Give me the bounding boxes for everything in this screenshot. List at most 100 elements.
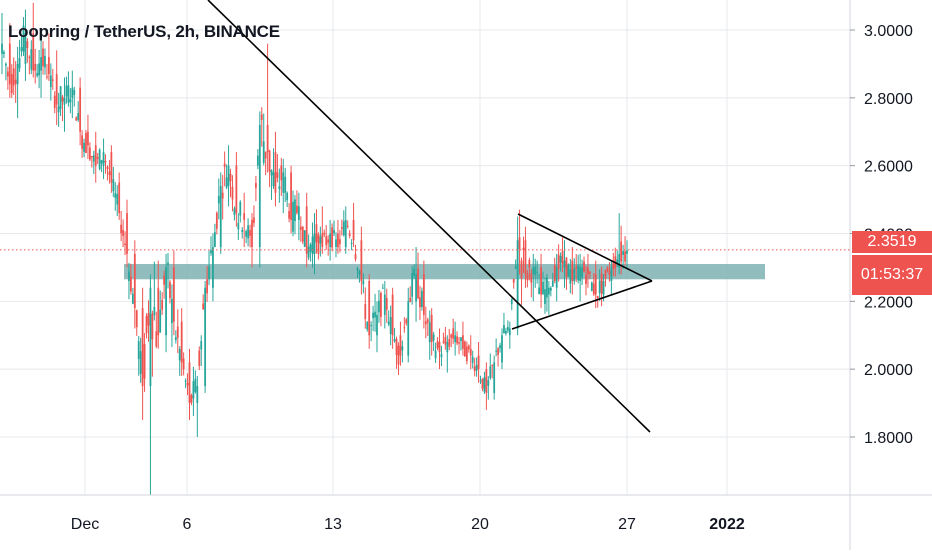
candle[interactable] (120, 211, 123, 242)
candle[interactable] (237, 213, 240, 240)
candle[interactable] (165, 253, 167, 353)
candle[interactable] (581, 259, 583, 286)
candle[interactable] (213, 223, 216, 248)
candle[interactable] (501, 328, 503, 370)
candle[interactable] (403, 317, 406, 333)
candle[interactable] (268, 149, 271, 188)
candle[interactable] (174, 330, 177, 344)
candle[interactable] (100, 159, 103, 173)
candle[interactable] (51, 68, 54, 90)
candle[interactable] (192, 366, 195, 417)
candle[interactable] (583, 256, 585, 273)
candle[interactable] (413, 264, 416, 279)
candle[interactable] (346, 220, 349, 229)
candle[interactable] (422, 260, 425, 329)
candle[interactable] (479, 375, 482, 384)
candle[interactable] (282, 158, 285, 214)
candle[interactable] (176, 309, 179, 354)
candle[interactable] (415, 247, 417, 322)
candle[interactable] (405, 317, 408, 326)
candle[interactable] (141, 287, 144, 421)
candle[interactable] (434, 342, 437, 364)
candle[interactable] (481, 378, 484, 392)
candle[interactable] (87, 114, 89, 159)
candle[interactable] (83, 138, 85, 158)
candle[interactable] (22, 17, 25, 56)
candle[interactable] (612, 252, 615, 277)
candle[interactable] (471, 350, 474, 369)
candle[interactable] (460, 336, 462, 351)
candle[interactable] (524, 226, 527, 288)
candle[interactable] (508, 321, 511, 349)
candle[interactable] (233, 206, 236, 221)
candle[interactable] (465, 341, 468, 365)
candle[interactable] (104, 154, 107, 174)
candle[interactable] (290, 165, 292, 234)
candle[interactable] (98, 148, 101, 171)
candle[interactable] (157, 260, 160, 349)
candle[interactable] (219, 172, 222, 254)
candle[interactable] (102, 138, 105, 180)
candle[interactable] (399, 321, 402, 366)
candle[interactable] (426, 317, 429, 336)
candle[interactable] (147, 300, 150, 342)
candle[interactable] (299, 216, 302, 242)
candle[interactable] (512, 278, 515, 289)
candle[interactable] (348, 229, 351, 239)
candle[interactable] (547, 280, 550, 315)
candle[interactable] (126, 199, 128, 268)
candle[interactable] (241, 227, 244, 239)
candle[interactable] (3, 50, 5, 59)
candle[interactable] (227, 145, 230, 207)
candle[interactable] (579, 253, 582, 302)
candle[interactable] (432, 331, 435, 352)
candle[interactable] (549, 286, 552, 297)
candle[interactable] (518, 209, 521, 275)
triangle-upper-line[interactable] (517, 213, 653, 282)
candle[interactable] (563, 240, 566, 288)
candle[interactable] (69, 88, 72, 114)
candle[interactable] (36, 64, 39, 78)
candle[interactable] (573, 258, 576, 285)
candle[interactable] (79, 77, 82, 146)
candle[interactable] (243, 192, 246, 248)
candle[interactable] (247, 218, 249, 247)
candle[interactable] (469, 335, 472, 370)
candle[interactable] (307, 234, 310, 261)
candle[interactable] (368, 274, 371, 349)
candle[interactable] (342, 210, 345, 237)
candle[interactable] (53, 91, 56, 114)
candle[interactable] (171, 284, 173, 348)
candle[interactable] (528, 257, 531, 281)
candle[interactable] (335, 232, 337, 258)
candle[interactable] (71, 70, 74, 119)
candle[interactable] (77, 101, 80, 122)
candle[interactable] (561, 237, 564, 273)
candle[interactable] (135, 309, 138, 336)
candle[interactable] (407, 287, 410, 363)
candle[interactable] (516, 216, 519, 336)
candle[interactable] (188, 348, 191, 421)
candle[interactable] (385, 288, 388, 323)
candle[interactable] (34, 48, 37, 84)
candle[interactable] (47, 33, 50, 81)
candle[interactable] (131, 287, 134, 305)
candle[interactable] (446, 335, 449, 373)
time-axis[interactable]: Dec 6 13 20 27 2022 (0, 494, 932, 533)
candle[interactable] (585, 266, 587, 296)
candle[interactable] (520, 257, 523, 305)
candle[interactable] (14, 61, 17, 103)
candle[interactable] (124, 231, 126, 256)
candle[interactable] (178, 346, 181, 376)
candle[interactable] (571, 247, 574, 295)
candle[interactable] (370, 321, 373, 342)
candle[interactable] (130, 263, 132, 295)
candle[interactable] (463, 340, 466, 357)
candle[interactable] (258, 111, 261, 268)
candle[interactable] (114, 182, 117, 211)
candle[interactable] (467, 344, 470, 353)
candle[interactable] (514, 259, 517, 270)
candle[interactable] (309, 242, 312, 262)
candle[interactable] (325, 225, 328, 250)
candle[interactable] (456, 331, 458, 346)
